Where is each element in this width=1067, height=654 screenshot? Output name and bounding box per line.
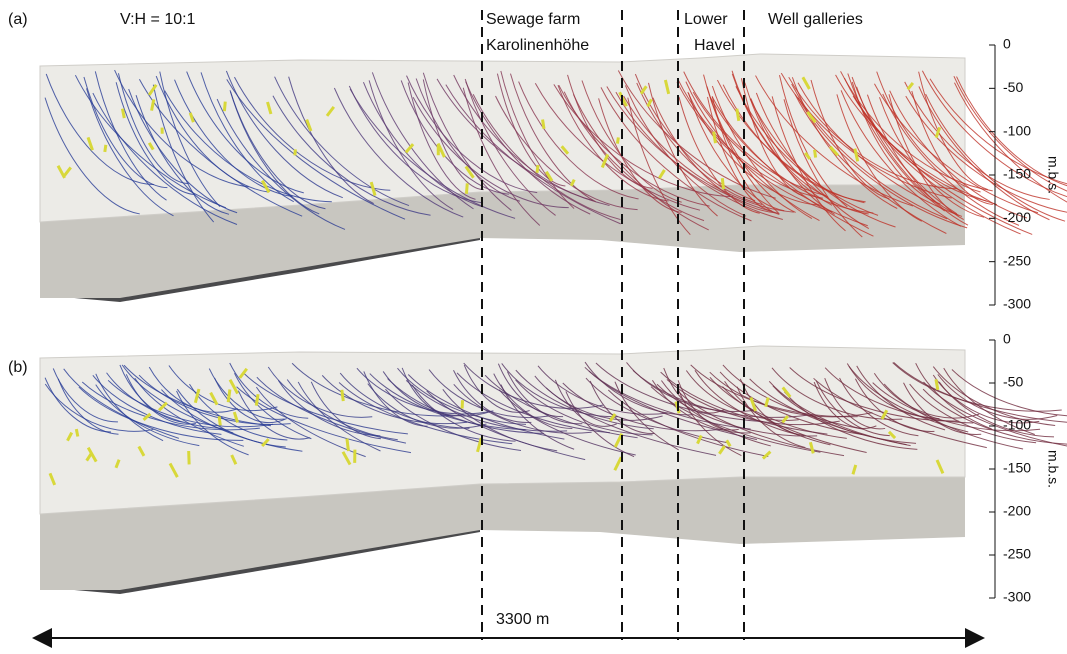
y-tick-label: -150 <box>1003 166 1031 182</box>
region-label: Lower <box>684 11 728 28</box>
region-label: Havel <box>694 37 735 54</box>
flow-arrow <box>228 389 230 402</box>
y-tick-label: -50 <box>1003 79 1023 95</box>
flow-arrow <box>347 439 349 451</box>
flow-arrow <box>122 109 124 118</box>
y-axis-label: m.b.s. <box>1045 450 1061 488</box>
y-axis-label: m.b.s. <box>1045 156 1061 194</box>
y-tick-label: -250 <box>1003 546 1031 562</box>
y-tick-label: -300 <box>1003 589 1031 605</box>
y-tick-label: -150 <box>1003 460 1031 476</box>
flow-arrow <box>737 109 739 121</box>
flow-arrow <box>714 132 716 144</box>
flow-arrow <box>936 379 938 389</box>
flow-arrow <box>295 149 296 155</box>
flow-arrow <box>342 390 343 401</box>
panel-label: (a) <box>8 11 28 28</box>
figure: V:H = 10:1 Sewage farm Karolinenhöhe Low… <box>0 0 1067 654</box>
region-label: Well galleries <box>768 11 863 28</box>
flow-arrow <box>76 429 78 436</box>
ratio-label: V:H = 10:1 <box>120 11 196 28</box>
flow-arrow <box>466 183 467 193</box>
flow-arrow <box>722 178 723 189</box>
flow-arrow <box>543 119 544 128</box>
scale-bar-label: 3300 m <box>496 611 549 628</box>
y-tick-label: -200 <box>1003 503 1031 519</box>
y-tick-label: -100 <box>1003 417 1031 433</box>
flow-arrow <box>256 394 258 405</box>
panel-label: (b) <box>8 359 28 376</box>
y-tick-label: -50 <box>1003 374 1023 390</box>
region-label: Karolinenhöhe <box>486 37 589 54</box>
flow-arrow <box>617 137 618 143</box>
y-tick-label: 0 <box>1003 331 1011 347</box>
y-tick-label: 0 <box>1003 36 1011 52</box>
blocks <box>40 54 965 594</box>
flow-arrow <box>224 102 225 111</box>
region-label: Sewage farm <box>486 11 580 28</box>
flow-arrow <box>105 145 106 152</box>
flow-arrow <box>219 416 220 425</box>
y-tick-label: -200 <box>1003 209 1031 225</box>
y-tick-label: -100 <box>1003 122 1031 138</box>
flow-arrow <box>815 150 816 158</box>
page: V:H = 10:1 Sewage farm Karolinenhöhe Low… <box>0 0 1067 654</box>
flow-arrow <box>537 165 538 173</box>
y-tick-label: -250 <box>1003 252 1031 268</box>
y-tick-label: -300 <box>1003 296 1031 312</box>
